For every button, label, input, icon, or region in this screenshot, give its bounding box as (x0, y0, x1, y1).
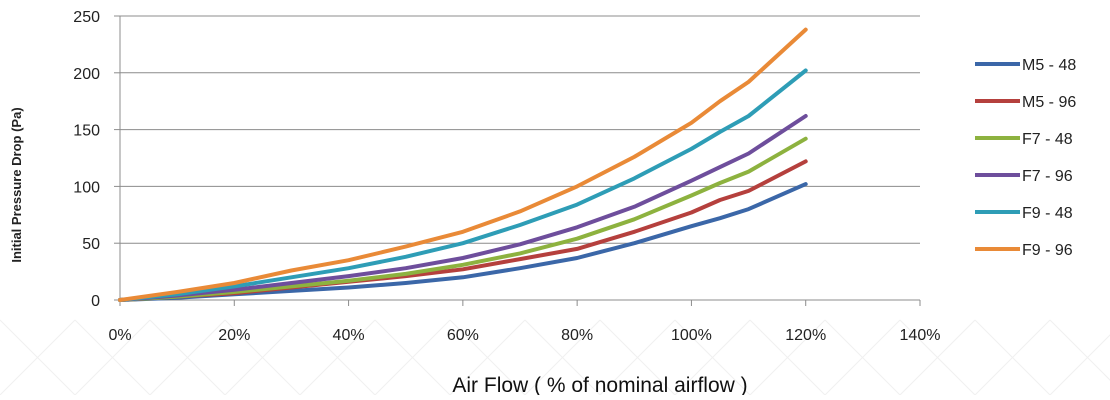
series-line (118, 136, 808, 302)
legend-label: M5 - 48 (1022, 57, 1076, 74)
background-pattern-stroke (824, 319, 901, 396)
background-pattern-stroke (749, 319, 826, 396)
background-pattern-stroke (599, 319, 676, 396)
x-tick-label: 100% (671, 327, 712, 344)
background-pattern-stroke (74, 319, 151, 396)
background-pattern-stroke (674, 319, 751, 396)
x-tick-label: 40% (333, 327, 365, 344)
series-line (118, 68, 808, 302)
background-pattern (0, 319, 1110, 396)
legend-label: F9 - 48 (1022, 205, 1073, 222)
x-axis-label: Air Flow ( % of nominal airflow ) (452, 374, 747, 395)
x-tick-label: 60% (447, 327, 479, 344)
y-tick-label: 150 (73, 123, 100, 140)
background-pattern-stroke (974, 319, 1051, 396)
y-tick-label: 100 (73, 179, 100, 196)
x-tick-label: 0% (108, 327, 131, 344)
background-pattern-stroke (149, 319, 226, 396)
background-pattern-stroke (449, 319, 526, 396)
series-lines (118, 27, 808, 302)
legend-label: F7 - 96 (1022, 168, 1073, 185)
background-pattern-stroke (224, 319, 301, 396)
y-tick-label: 250 (73, 9, 100, 26)
series-line (118, 114, 808, 302)
legend: M5 - 48 M5 - 96 F7 - 48 F7 - 96 F9 - 48 F9 - … (975, 57, 1076, 259)
x-tick-label: 120% (785, 327, 826, 344)
y-tick-label: 50 (82, 236, 100, 253)
series-line (118, 27, 808, 302)
legend-label: M5 - 96 (1022, 94, 1076, 111)
background-pattern-stroke (899, 319, 976, 396)
axes: 0 50 100 150 200 250 0% 20% 40% 60% 80% 100% 120% 140… (73, 9, 940, 344)
legend-label: F9 - 96 (1022, 242, 1073, 259)
y-axis-label: Initial Pressure Drop (Pa) (9, 107, 24, 262)
y-tick-label: 0 (91, 293, 100, 310)
background-pattern-stroke (0, 319, 76, 396)
background-pattern-stroke (524, 319, 601, 396)
x-tick-label: 20% (218, 327, 250, 344)
background-pattern-stroke (299, 319, 376, 396)
x-tick-label: 140% (900, 327, 941, 344)
background-pattern-stroke (1049, 319, 1110, 396)
legend-label: F7 - 48 (1022, 131, 1073, 148)
x-tick-label: 80% (561, 327, 593, 344)
background-pattern-stroke (374, 319, 451, 396)
y-tick-label: 200 (73, 66, 100, 83)
